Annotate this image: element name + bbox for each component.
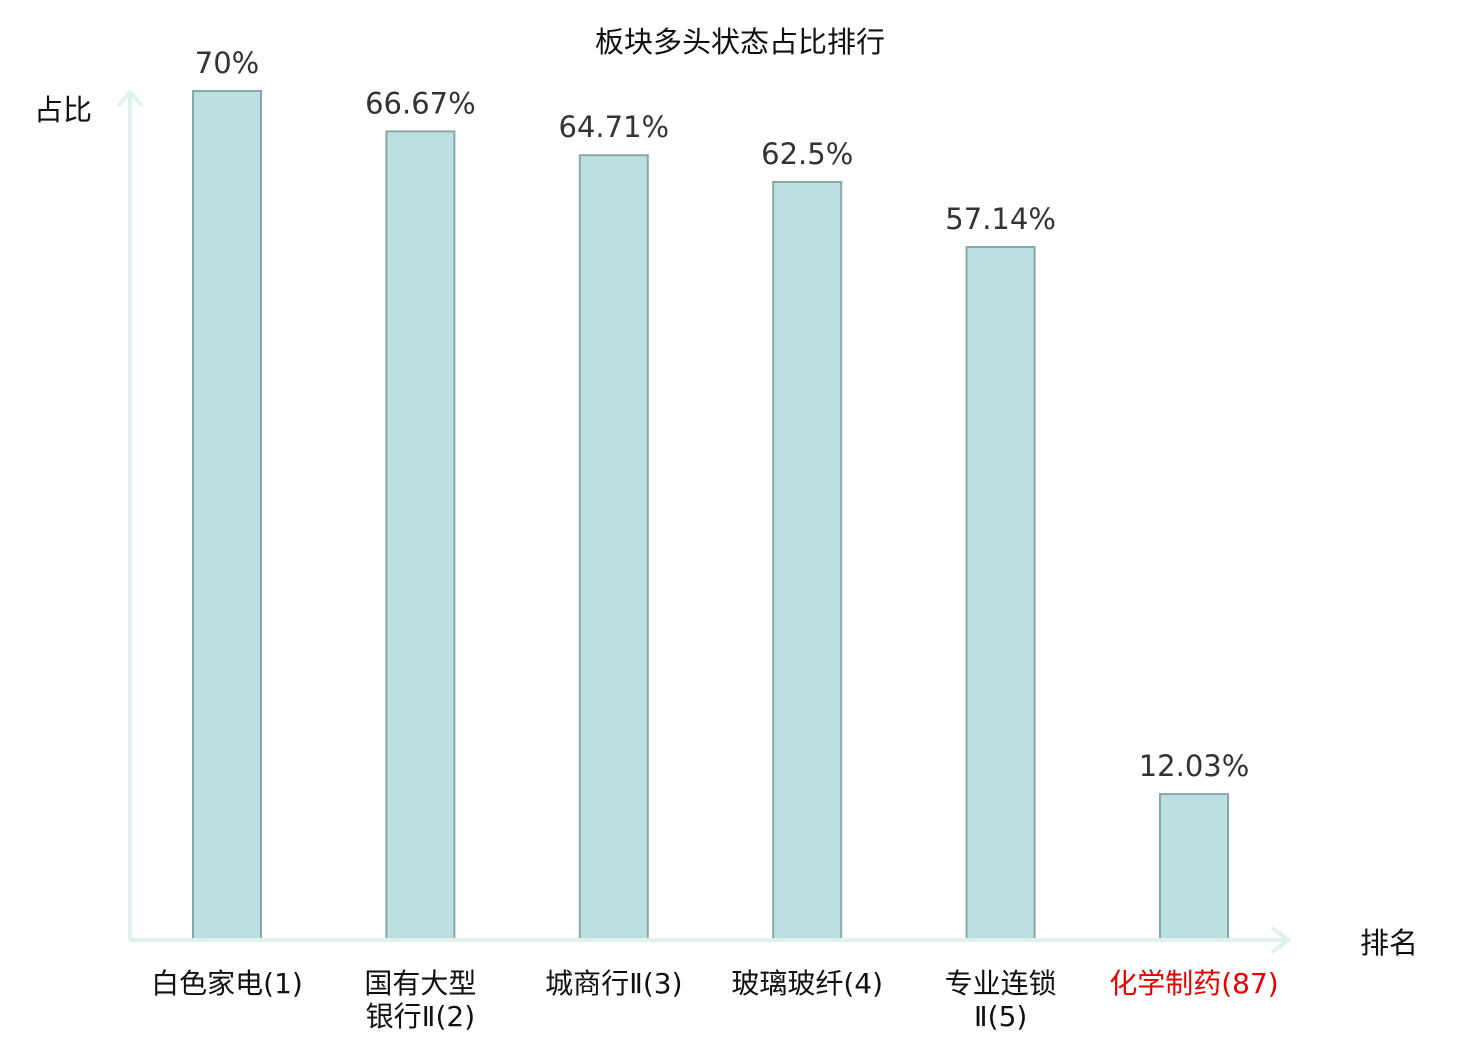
bar — [965, 246, 1036, 941]
bar-value-label: 70% — [195, 46, 259, 80]
bar — [772, 181, 843, 941]
bars-group — [192, 90, 1229, 941]
bar — [1159, 793, 1229, 941]
bar — [192, 90, 262, 941]
bar — [385, 130, 456, 941]
category-label: 城商行Ⅱ(3) — [545, 967, 682, 1000]
chart-title: 板块多头状态占比排行 — [595, 25, 885, 59]
bar-value-label: 66.67% — [365, 86, 476, 120]
category-label: 专业连锁 Ⅱ(5) — [945, 967, 1057, 1033]
category-label-line: 城商行Ⅱ(3) — [545, 967, 682, 1000]
bar-value-label: 62.5% — [761, 137, 853, 171]
category-label: 玻璃玻纤(4) — [731, 967, 883, 1000]
value-labels-group: 70% 66.67% 64.71% 62.5% 57.14% 12.03% — [195, 46, 1250, 783]
x-axis-label: 排名 — [1360, 926, 1418, 960]
x-axis-arrow — [1270, 926, 1292, 954]
category-label: 化学制药(87) — [1109, 967, 1278, 1000]
bar-value-label: 64.71% — [559, 110, 670, 144]
bar — [578, 154, 649, 941]
axes — [116, 88, 1292, 954]
category-label-line: Ⅱ(5) — [974, 1000, 1027, 1033]
category-label-line: 银行Ⅱ(2) — [366, 1000, 475, 1033]
category-label: 白色家电(1) — [151, 967, 303, 1000]
category-label-line: 化学制药(87) — [1109, 967, 1278, 1000]
category-label-line: 专业连锁 — [945, 967, 1057, 1000]
category-label-line: 白色家电(1) — [151, 967, 303, 1000]
y-axis-label: 占比 — [34, 93, 92, 127]
y-axis-arrow — [116, 88, 144, 108]
category-label-line: 国有大型 — [364, 967, 476, 1000]
category-label: 国有大型银行Ⅱ(2) — [364, 967, 476, 1033]
category-label-line: 玻璃玻纤(4) — [731, 967, 883, 1000]
bar-value-label: 57.14% — [945, 202, 1056, 236]
bar-value-label: 12.03% — [1139, 749, 1250, 783]
category-labels-group: 白色家电(1) 国有大型银行Ⅱ(2) 城商行Ⅱ(3) 玻璃玻纤(4) 专业连锁 Ⅱ(5) 化… — [151, 967, 1279, 1033]
